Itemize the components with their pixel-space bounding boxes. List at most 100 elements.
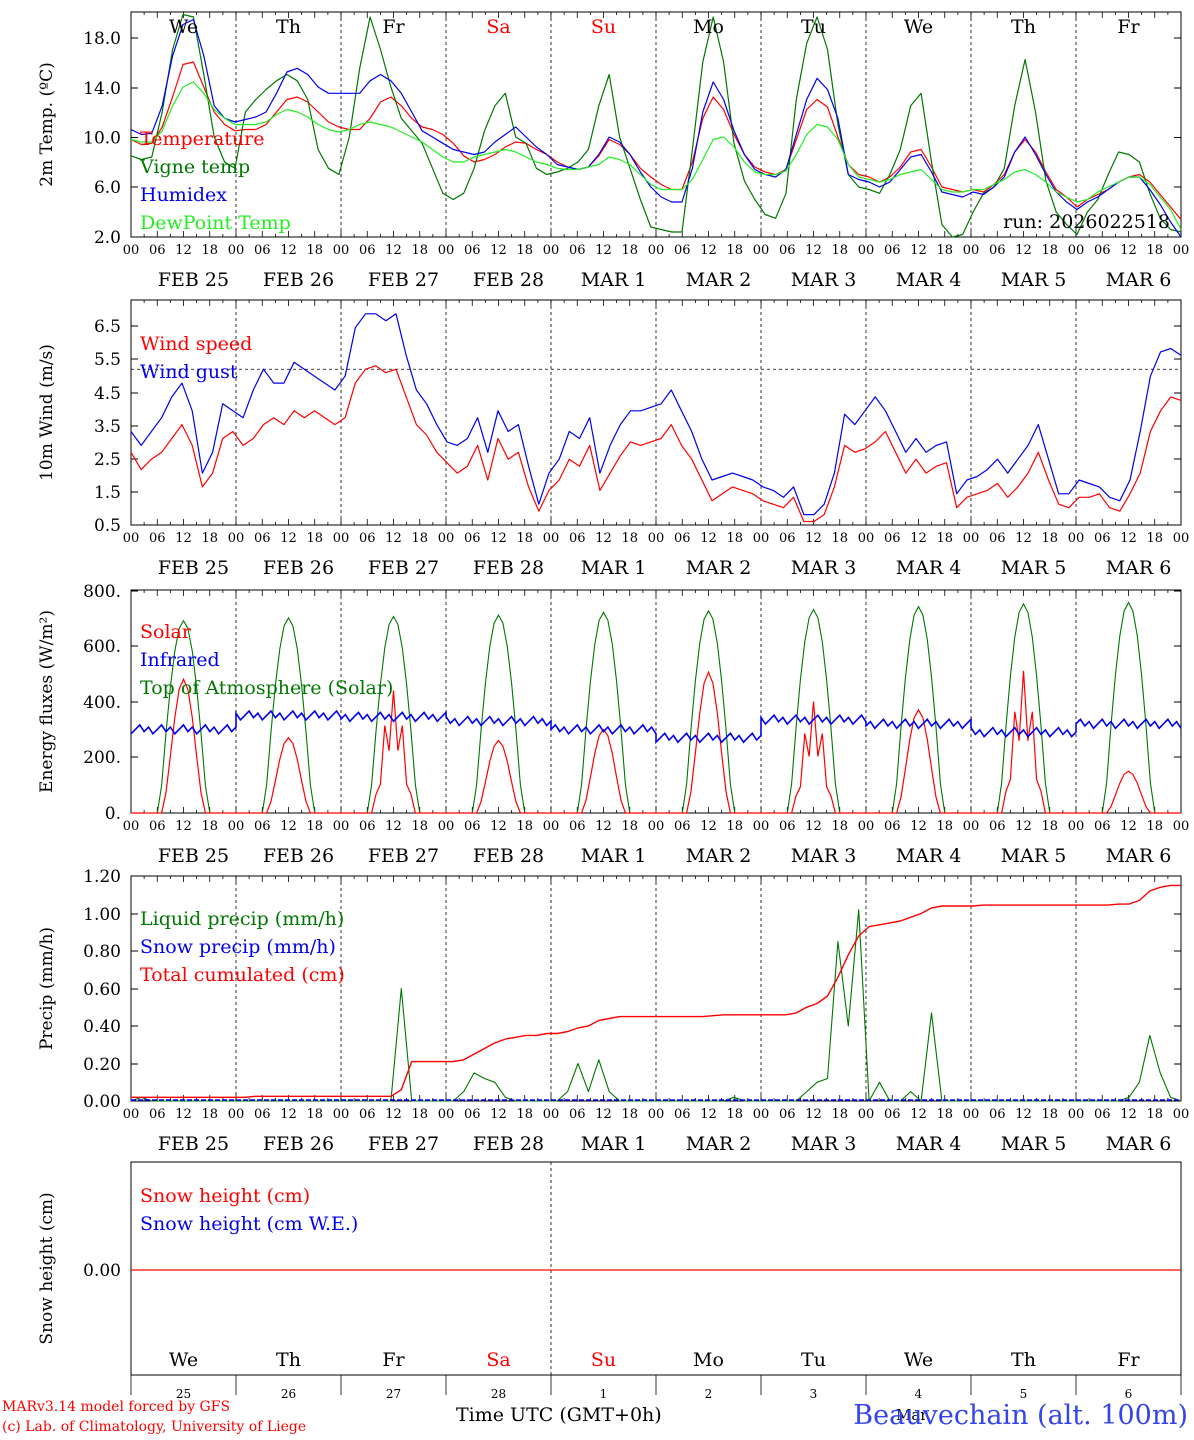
energy-date-label: MAR 4 [896,845,962,867]
energy-hour-label: 06 [254,819,271,834]
precip-hour-label: 18 [306,1107,323,1122]
precip-hour-label: 00 [858,1107,875,1122]
temp-legend-0: Temperature [140,128,264,150]
precip-hour-label: 00 [123,1107,140,1122]
snow-day-name: Su [591,1349,616,1371]
temp-hour-label: 12 [385,243,402,258]
energy-date-label: FEB 26 [263,845,334,867]
precip-hour-label: 06 [254,1107,271,1122]
energy-hour-label: 12 [805,819,822,834]
wind-hour-label: 06 [464,531,481,546]
precip-date-label: MAR 2 [686,1133,752,1155]
precip-hour-label: 12 [385,1107,402,1122]
wind-hour-label: 12 [1120,531,1137,546]
energy-date-label: MAR 2 [686,845,752,867]
snow-ytick-label: 0.00 [83,1261,121,1281]
precip-hour-label: 18 [621,1107,638,1122]
temp-hour-label: 12 [280,243,297,258]
energy-hour-label: 12 [700,819,717,834]
precip-hour-label: 12 [490,1107,507,1122]
precip-hour-label: 06 [884,1107,901,1122]
temp-hour-label: 12 [595,243,612,258]
precip-ytick-label: 1.20 [83,867,121,887]
precip-ytick-label: 0.20 [83,1055,121,1075]
wind-ytick-label: 6.5 [94,317,121,337]
wind-hour-label: 06 [884,531,901,546]
energy-hour-label: 12 [1120,819,1137,834]
temp-ytick-label: 2.0 [94,228,121,248]
precip-hour-label: 06 [149,1107,166,1122]
snow-day-name: We [904,1349,933,1371]
temp-hour-label: 18 [516,243,533,258]
temp-hour-label: 18 [1146,243,1163,258]
wind-series-1 [130,313,1182,516]
wind-hour-label: 12 [910,531,927,546]
precip-hour-label: 06 [989,1107,1006,1122]
snow-day-name: Th [276,1349,301,1371]
precip-hour-label: 00 [543,1107,560,1122]
temp-ytick-label: 10.0 [83,129,121,149]
temp-series-2 [130,18,1182,238]
wind-hour-label: 00 [1068,531,1085,546]
wind-date-label: FEB 28 [473,557,544,579]
temp-panel: 2.0 6.0 10.0 14.0 18.0 2m Temp. (ºC) 00 06 12 18 F… [37,11,1189,291]
precip-hour-label: 06 [1094,1107,1111,1122]
energy-hour-label: 06 [674,819,691,834]
temp-hour-label: 00 [333,243,350,258]
precip-hour-label: 12 [1015,1107,1032,1122]
precip-ytick-label: 0.00 [83,1092,121,1112]
wind-hour-label: 12 [805,531,822,546]
temp-day-name: Th [276,16,301,38]
wind-hour-label: 12 [175,531,192,546]
wind-hour-label: 12 [595,531,612,546]
temp-hour-label: 12 [490,243,507,258]
wind-hour-label: 06 [1094,531,1111,546]
energy-date-label: MAR 3 [791,845,857,867]
energy-hour-label: 18 [936,819,953,834]
energy-hour-label: 06 [359,819,376,834]
energy-hour-label: 12 [1015,819,1032,834]
precip-ytick-label: 1.00 [83,905,121,925]
temp-day-name: Fr [1117,16,1140,38]
temp-hour-label: 06 [569,243,586,258]
precip-ytick-label: 0.80 [83,942,121,962]
energy-series-solar [131,670,1181,814]
temp-hour-label: 00 [648,243,665,258]
precip-ytick-label: 0.40 [83,1017,121,1037]
wind-hour-label: 12 [1015,531,1032,546]
wind-hour-label: 18 [831,531,848,546]
energy-ytick-label: 0. [105,804,121,824]
precip-hour-label: 00 [648,1107,665,1122]
precip-series-total [131,884,1181,1099]
wind-date-label: MAR 6 [1106,557,1172,579]
precip-date-label: FEB 27 [368,1133,439,1155]
snow-day-number: 5 [1020,1387,1028,1400]
temp-hour-label: 18 [621,243,638,258]
precip-hour-label: 06 [464,1107,481,1122]
wind-hour-label: 00 [648,531,665,546]
wind-hour-label: 12 [700,531,717,546]
precip-hour-label: 12 [910,1107,927,1122]
precip-legend-0: Liquid precip (mm/h) [140,908,344,930]
precip-legend-1: Snow precip (mm/h) [140,936,336,958]
temp-hour-label: 12 [175,243,192,258]
precip-hour-label: 00 [1068,1107,1085,1122]
energy-hour-label: 00 [123,819,140,834]
temp-hour-label: 00 [123,243,140,258]
temp-hour-label: 12 [700,243,717,258]
temp-hour-label: 06 [464,243,481,258]
snow-day-number: 4 [915,1387,923,1400]
temp-hour-label: 12 [805,243,822,258]
temp-day-name: Mo [693,16,724,38]
temp-frame [130,11,1182,238]
time-axis-label: Time UTC (GMT+0h) [456,1404,662,1426]
temp-day-name: Fr [382,16,405,38]
wind-date-label: MAR 1 [581,557,647,579]
wind-hour-label: 06 [989,531,1006,546]
precip-hour-label: 18 [726,1107,743,1122]
wind-hour-label: 00 [963,531,980,546]
precip-hour-label: 12 [280,1107,297,1122]
energy-hour-label: 18 [1146,819,1163,834]
wind-ytick-label: 1.5 [94,483,121,503]
energy-hour-label: 06 [989,819,1006,834]
